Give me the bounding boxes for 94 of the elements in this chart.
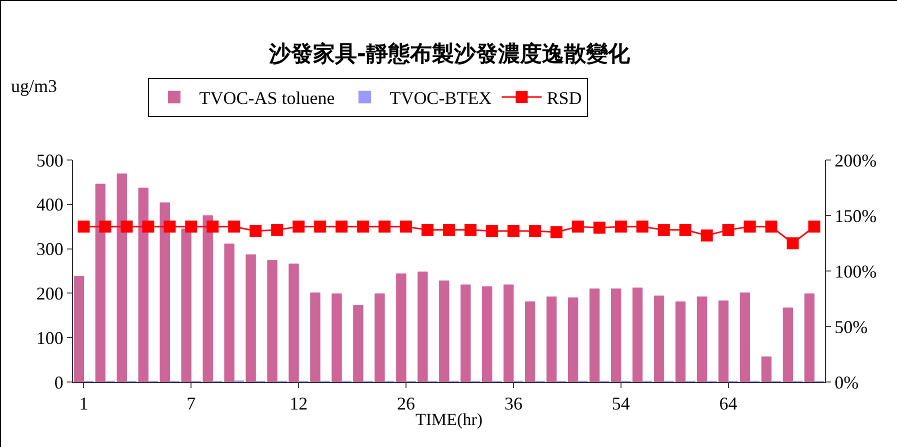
point xyxy=(808,220,820,233)
x-tick-label: 7 xyxy=(186,394,196,414)
bar xyxy=(654,296,664,382)
y2-tick-label: 150% xyxy=(834,206,877,226)
bar xyxy=(632,288,643,382)
point xyxy=(185,220,198,233)
y-tick-label: 100 xyxy=(36,328,64,348)
bar xyxy=(74,276,84,382)
point xyxy=(722,224,734,236)
bar xyxy=(353,304,364,382)
x-tick-label: 12 xyxy=(290,394,308,414)
point xyxy=(228,220,240,233)
point xyxy=(271,224,284,236)
bar xyxy=(160,202,170,382)
bar xyxy=(288,264,299,382)
point xyxy=(142,220,154,233)
bar xyxy=(761,356,772,382)
bar xyxy=(504,284,514,382)
point xyxy=(744,220,756,233)
bar xyxy=(546,296,557,382)
bar xyxy=(460,284,471,382)
bar xyxy=(332,293,342,382)
chart-title: 沙發家具-靜態布製沙發濃度逸散變化 xyxy=(268,41,632,68)
point xyxy=(658,224,670,236)
bar xyxy=(589,288,600,382)
bar xyxy=(267,260,278,382)
point xyxy=(593,222,606,234)
bar xyxy=(675,301,686,382)
point xyxy=(679,224,692,236)
x-tick-label: 64 xyxy=(719,394,738,414)
legend-label: TVOC-AS toluene xyxy=(199,88,335,108)
point xyxy=(614,220,627,233)
point xyxy=(422,224,434,236)
bar xyxy=(782,308,794,382)
point xyxy=(443,224,455,236)
point xyxy=(636,220,648,233)
point xyxy=(528,225,541,238)
y-axis-title: ug/m3 xyxy=(11,76,58,96)
y-tick-label: 500 xyxy=(36,150,64,170)
bar xyxy=(696,296,708,382)
y2-tick-label: 200% xyxy=(834,150,877,170)
y-tick-label: 400 xyxy=(36,194,64,215)
bar xyxy=(116,174,127,382)
point xyxy=(357,220,370,233)
point xyxy=(378,220,391,233)
bar xyxy=(439,280,450,382)
bar xyxy=(804,293,815,382)
bar xyxy=(740,292,750,382)
point xyxy=(292,220,305,233)
point xyxy=(765,220,778,233)
legend-label: TVOC-BTEX xyxy=(390,88,492,108)
x-tick-label: 36 xyxy=(504,394,522,414)
bar xyxy=(568,297,578,382)
point xyxy=(336,220,348,233)
point xyxy=(250,225,262,238)
point xyxy=(700,229,713,242)
bar xyxy=(246,254,256,382)
bar xyxy=(525,301,536,382)
y2-tick-label: 0% xyxy=(834,372,859,392)
x-tick-label: 1 xyxy=(79,394,88,414)
point xyxy=(206,220,219,233)
point xyxy=(99,220,112,233)
bar xyxy=(181,228,192,382)
point xyxy=(507,225,520,238)
bar xyxy=(396,273,406,382)
y-tick-label: 300 xyxy=(36,239,64,260)
bar xyxy=(310,292,320,382)
point xyxy=(120,220,133,233)
point xyxy=(400,220,412,233)
bar xyxy=(224,244,234,382)
bar xyxy=(418,272,428,382)
bar xyxy=(202,215,213,382)
point xyxy=(572,220,584,233)
x-tick-label: 54 xyxy=(612,394,630,414)
y2-tick-label: 100% xyxy=(834,261,877,282)
point xyxy=(464,224,476,236)
y-tick-label: 0 xyxy=(54,372,64,392)
bar xyxy=(374,293,385,382)
point xyxy=(786,237,799,250)
legend-label: RSD xyxy=(546,88,582,108)
x-axis-title: TIME(hr) xyxy=(415,410,483,429)
x-tick-label: 26 xyxy=(397,394,416,414)
bar xyxy=(138,188,148,382)
y2-tick-label: 50% xyxy=(834,316,868,337)
bar xyxy=(718,300,729,382)
point xyxy=(164,220,176,233)
bar xyxy=(95,184,106,382)
point xyxy=(314,220,326,233)
point xyxy=(550,226,562,238)
bar xyxy=(482,286,492,382)
point xyxy=(486,225,498,238)
y-tick-label: 200 xyxy=(36,284,64,304)
bar xyxy=(610,288,622,382)
point xyxy=(78,220,90,233)
